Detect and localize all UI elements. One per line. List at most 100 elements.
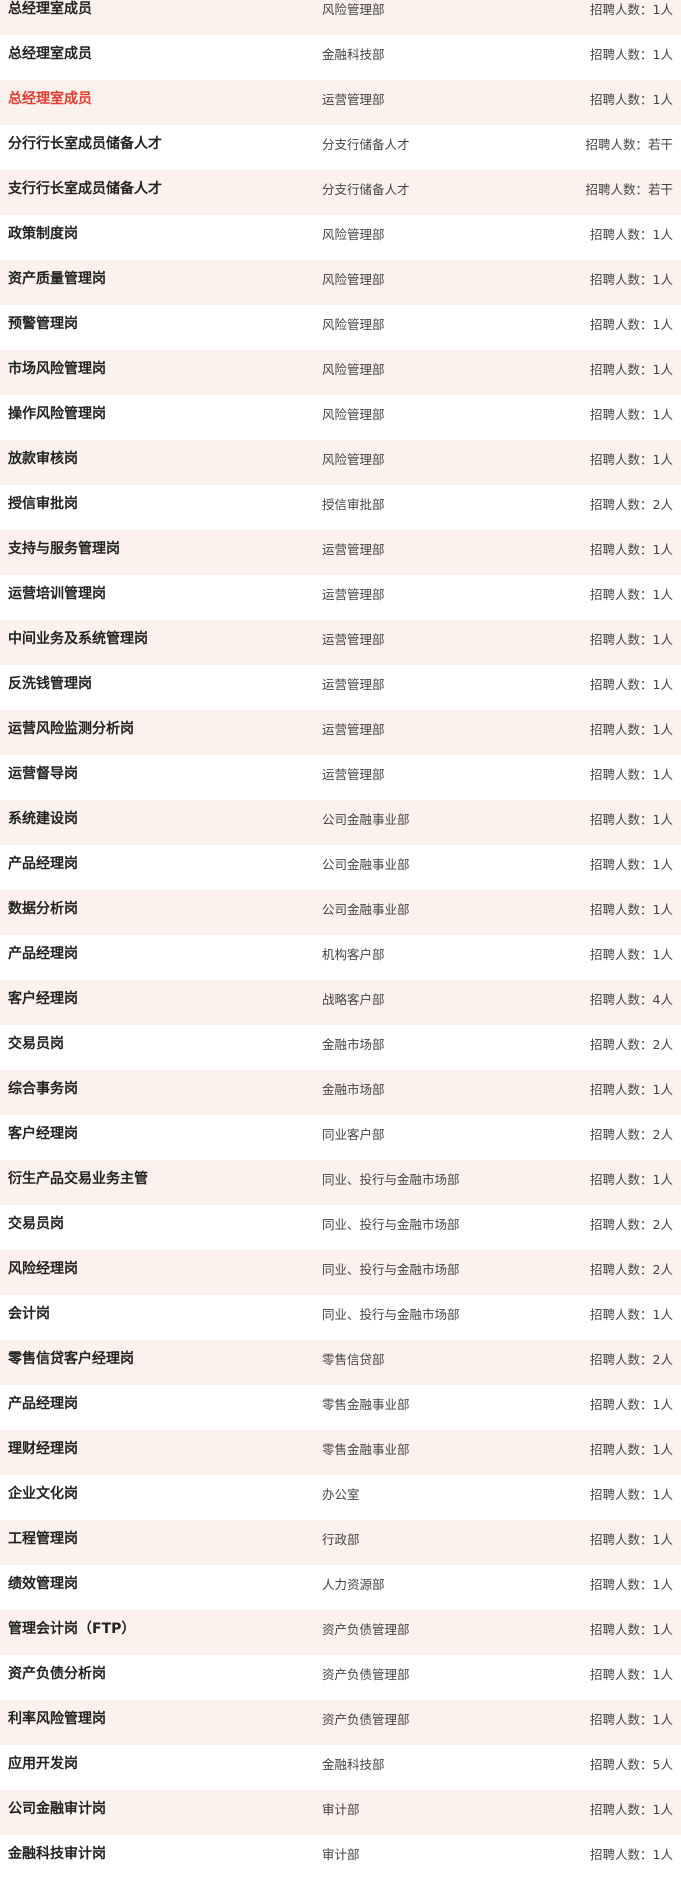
job-row[interactable]: 分行行长室成员储备人才 分支行储备人才 招聘人数：若干 — [0, 125, 681, 170]
job-row[interactable]: 总经理室成员 运营管理部 招聘人数：1人 — [0, 80, 681, 125]
job-row[interactable]: 中间业务及系统管理岗 运营管理部 招聘人数：1人 — [0, 620, 681, 665]
job-row[interactable]: 操作风险管理岗 风险管理部 招聘人数：1人 — [0, 395, 681, 440]
job-title[interactable]: 企业文化岗 — [8, 1486, 78, 1502]
job-row[interactable]: 工程管理岗 行政部 招聘人数：1人 — [0, 1520, 681, 1565]
job-title[interactable]: 客户经理岗 — [8, 1126, 78, 1142]
job-row[interactable]: 反洗钱管理岗 运营管理部 招聘人数：1人 — [0, 665, 681, 710]
job-row[interactable]: 资产质量管理岗 风险管理部 招聘人数：1人 — [0, 260, 681, 305]
job-title[interactable]: 总经理室成员 — [8, 46, 92, 62]
job-title[interactable]: 应用开发岗 — [8, 1756, 78, 1772]
job-title[interactable]: 数据分析岗 — [8, 901, 78, 917]
job-title[interactable]: 反洗钱管理岗 — [8, 676, 92, 692]
job-headcount: 招聘人数：1人 — [590, 317, 673, 332]
job-row[interactable]: 产品经理岗 公司金融事业部 招聘人数：1人 — [0, 845, 681, 890]
job-row[interactable]: 零售信贷客户经理岗 零售信贷部 招聘人数：2人 — [0, 1340, 681, 1385]
job-department: 风险管理部 — [322, 362, 385, 377]
job-row[interactable]: 市场风险管理岗 风险管理部 招聘人数：1人 — [0, 350, 681, 395]
job-title[interactable]: 风险经理岗 — [8, 1261, 78, 1277]
job-department: 风险管理部 — [322, 227, 385, 242]
job-department: 零售金融事业部 — [322, 1442, 410, 1457]
job-title[interactable]: 客户经理岗 — [8, 991, 78, 1007]
job-title[interactable]: 工程管理岗 — [8, 1531, 78, 1547]
job-row[interactable]: 企业文化岗 办公室 招聘人数：1人 — [0, 1475, 681, 1520]
job-title[interactable]: 系统建设岗 — [8, 811, 78, 827]
job-row[interactable]: 运营风险监测分析岗 运营管理部 招聘人数：1人 — [0, 710, 681, 755]
job-row[interactable]: 支持与服务管理岗 运营管理部 招聘人数：1人 — [0, 530, 681, 575]
job-department: 人力资源部 — [322, 1577, 385, 1592]
job-title[interactable]: 交易员岗 — [8, 1036, 64, 1052]
job-row[interactable]: 交易员岗 同业、投行与金融市场部 招聘人数：2人 — [0, 1205, 681, 1250]
job-row[interactable]: 风险经理岗 同业、投行与金融市场部 招聘人数：2人 — [0, 1250, 681, 1295]
job-title[interactable]: 交易员岗 — [8, 1216, 64, 1232]
job-department: 风险管理部 — [322, 272, 385, 287]
job-headcount: 招聘人数：2人 — [590, 1217, 673, 1232]
job-title[interactable]: 分行行长室成员储备人才 — [8, 136, 162, 152]
job-row[interactable]: 管理会计岗（FTP） 资产负债管理部 招聘人数：1人 — [0, 1610, 681, 1655]
job-title[interactable]: 金融科技审计岗 — [8, 1846, 106, 1862]
job-title[interactable]: 支持与服务管理岗 — [8, 541, 120, 557]
job-headcount: 招聘人数：2人 — [590, 1127, 673, 1142]
job-title[interactable]: 综合事务岗 — [8, 1081, 78, 1097]
job-row[interactable]: 交易员岗 金融市场部 招聘人数：2人 — [0, 1025, 681, 1070]
job-row[interactable]: 衍生产品交易业务主管 同业、投行与金融市场部 招聘人数：1人 — [0, 1160, 681, 1205]
job-title[interactable]: 运营督导岗 — [8, 766, 78, 782]
job-title[interactable]: 总经理室成员 — [8, 91, 92, 107]
job-department: 分支行储备人才 — [322, 137, 410, 152]
job-title[interactable]: 运营风险监测分析岗 — [8, 721, 134, 737]
job-department: 公司金融事业部 — [322, 857, 410, 872]
job-row[interactable]: 会计岗 同业、投行与金融市场部 招聘人数：1人 — [0, 1295, 681, 1340]
job-headcount: 招聘人数：1人 — [590, 1442, 673, 1457]
job-row[interactable]: 应用开发岗 金融科技部 招聘人数：5人 — [0, 1745, 681, 1790]
job-title[interactable]: 会计岗 — [8, 1306, 50, 1322]
job-title[interactable]: 运营培训管理岗 — [8, 586, 106, 602]
job-title[interactable]: 授信审批岗 — [8, 496, 78, 512]
job-row[interactable]: 客户经理岗 同业客户部 招聘人数：2人 — [0, 1115, 681, 1160]
job-row[interactable]: 公司金融审计岗 审计部 招聘人数：1人 — [0, 1790, 681, 1835]
job-row[interactable]: 支行行长室成员储备人才 分支行储备人才 招聘人数：若干 — [0, 170, 681, 215]
job-title[interactable]: 资产质量管理岗 — [8, 271, 106, 287]
job-row[interactable]: 数据分析岗 公司金融事业部 招聘人数：1人 — [0, 890, 681, 935]
job-row[interactable]: 运营培训管理岗 运营管理部 招聘人数：1人 — [0, 575, 681, 620]
job-title[interactable]: 产品经理岗 — [8, 946, 78, 962]
job-row[interactable]: 利率风险管理岗 资产负债管理部 招聘人数：1人 — [0, 1700, 681, 1745]
job-title[interactable]: 绩效管理岗 — [8, 1576, 78, 1592]
job-title[interactable]: 放款审核岗 — [8, 451, 78, 467]
job-department: 战略客户部 — [322, 992, 385, 1007]
job-headcount: 招聘人数：2人 — [590, 1352, 673, 1367]
job-row[interactable]: 政策制度岗 风险管理部 招聘人数：1人 — [0, 215, 681, 260]
job-row[interactable]: 总经理室成员 金融科技部 招聘人数：1人 — [0, 35, 681, 80]
job-row[interactable]: 金融科技审计岗 审计部 招聘人数：1人 — [0, 1835, 681, 1880]
job-title[interactable]: 理财经理岗 — [8, 1441, 78, 1457]
job-department: 风险管理部 — [322, 452, 385, 467]
job-row[interactable]: 资产负债分析岗 资产负债管理部 招聘人数：1人 — [0, 1655, 681, 1700]
job-title[interactable]: 产品经理岗 — [8, 856, 78, 872]
job-title[interactable]: 政策制度岗 — [8, 226, 78, 242]
job-title[interactable]: 资产负债分析岗 — [8, 1666, 106, 1682]
job-title[interactable]: 总经理室成员 — [8, 1, 92, 17]
job-title[interactable]: 利率风险管理岗 — [8, 1711, 106, 1727]
job-row[interactable]: 运营督导岗 运营管理部 招聘人数：1人 — [0, 755, 681, 800]
job-title[interactable]: 操作风险管理岗 — [8, 406, 106, 422]
job-title[interactable]: 产品经理岗 — [8, 1396, 78, 1412]
job-row[interactable]: 产品经理岗 机构客户部 招聘人数：1人 — [0, 935, 681, 980]
job-title[interactable]: 市场风险管理岗 — [8, 361, 106, 377]
job-title[interactable]: 公司金融审计岗 — [8, 1801, 106, 1817]
job-row[interactable]: 预警管理岗 风险管理部 招聘人数：1人 — [0, 305, 681, 350]
job-row[interactable]: 理财经理岗 零售金融事业部 招聘人数：1人 — [0, 1430, 681, 1475]
job-row[interactable]: 系统建设岗 公司金融事业部 招聘人数：1人 — [0, 800, 681, 845]
job-row[interactable]: 授信审批岗 授信审批部 招聘人数：2人 — [0, 485, 681, 530]
job-row[interactable]: 综合事务岗 金融市场部 招聘人数：1人 — [0, 1070, 681, 1115]
job-headcount: 招聘人数：1人 — [590, 1667, 673, 1682]
job-headcount: 招聘人数：1人 — [590, 857, 673, 872]
job-title[interactable]: 零售信贷客户经理岗 — [8, 1351, 134, 1367]
job-row[interactable]: 放款审核岗 风险管理部 招聘人数：1人 — [0, 440, 681, 485]
job-row[interactable]: 绩效管理岗 人力资源部 招聘人数：1人 — [0, 1565, 681, 1610]
job-row[interactable]: 产品经理岗 零售金融事业部 招聘人数：1人 — [0, 1385, 681, 1430]
job-title[interactable]: 中间业务及系统管理岗 — [8, 631, 148, 647]
job-title[interactable]: 管理会计岗（FTP） — [8, 1621, 136, 1637]
job-title[interactable]: 支行行长室成员储备人才 — [8, 181, 162, 197]
job-title[interactable]: 衍生产品交易业务主管 — [8, 1171, 148, 1187]
job-row[interactable]: 客户经理岗 战略客户部 招聘人数：4人 — [0, 980, 681, 1025]
job-row[interactable]: 总经理室成员 风险管理部 招聘人数：1人 — [0, 0, 681, 35]
job-title[interactable]: 预警管理岗 — [8, 316, 78, 332]
